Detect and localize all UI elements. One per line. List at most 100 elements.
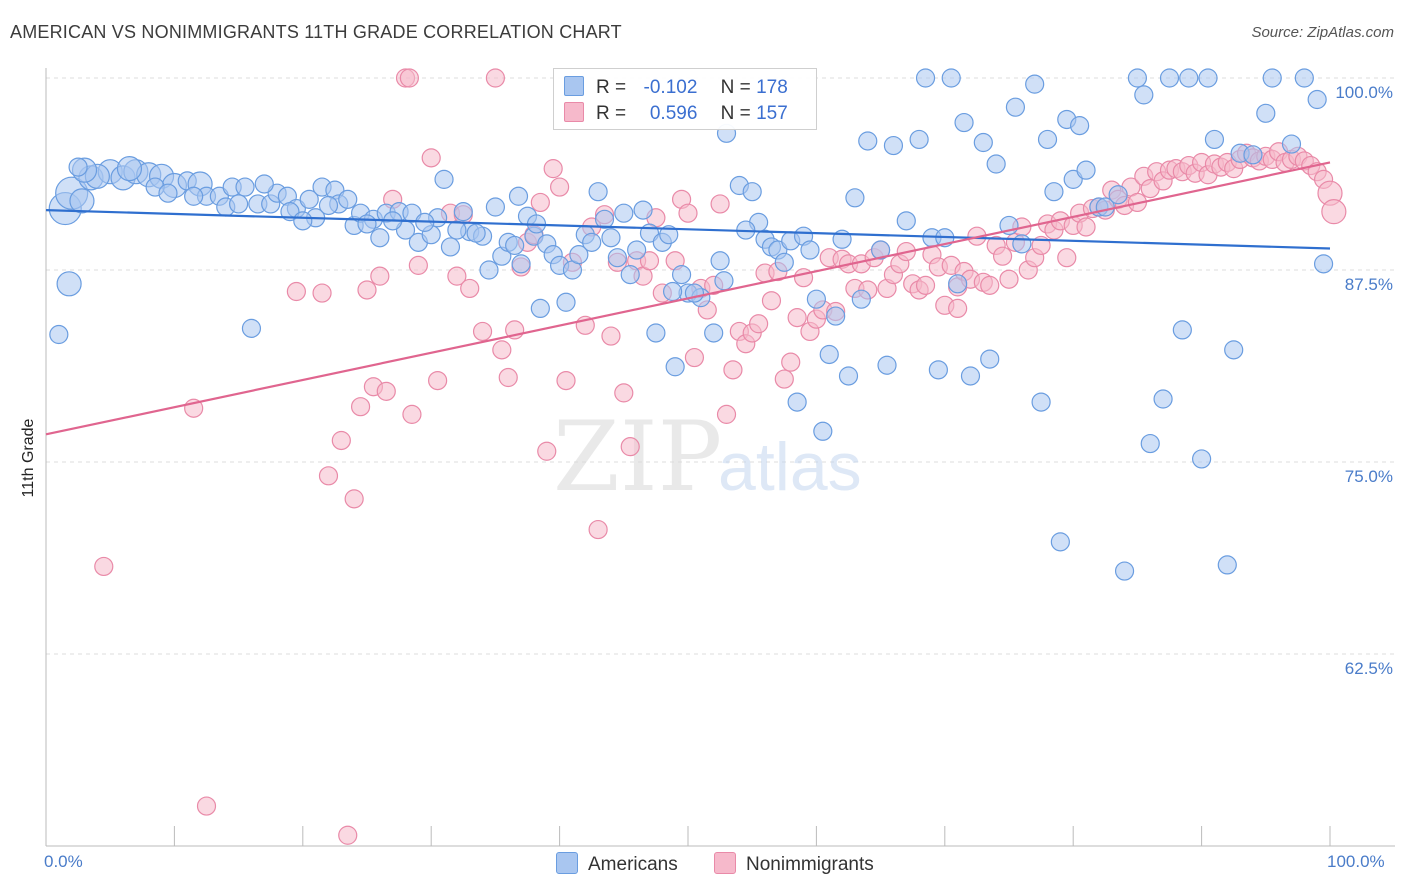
nonimmigrants-n-value: 157 xyxy=(756,103,788,124)
watermark-atlas: atlas xyxy=(718,429,862,505)
americans-point-85 xyxy=(813,421,833,441)
nonimmigrants-point-18 xyxy=(408,255,428,275)
americans-point-157 xyxy=(229,194,249,214)
americans-point-138 xyxy=(1262,68,1282,88)
americans-point-136 xyxy=(1243,145,1263,165)
nonimmigrants-point-2 xyxy=(196,796,217,816)
americans-point-105 xyxy=(980,349,1000,369)
americans-point-140 xyxy=(1294,68,1314,88)
nonimmigrants-point-116 xyxy=(1076,217,1096,237)
americans-point-76 xyxy=(742,182,762,202)
trend-lines xyxy=(45,161,1331,436)
americans-point-155 xyxy=(184,186,204,206)
americans-point-131 xyxy=(1198,68,1218,88)
americans-n-value: 178 xyxy=(756,77,788,98)
nonimmigrants-point-156 xyxy=(948,298,968,318)
americans-point-111 xyxy=(1031,392,1051,412)
americans-point-94 xyxy=(896,211,916,231)
americans-point-69 xyxy=(671,265,692,285)
nonimmigrants-point-17 xyxy=(402,404,422,424)
americans-point-91 xyxy=(870,240,891,260)
watermark-zip: ZIP xyxy=(553,401,722,513)
americans-point-172 xyxy=(714,271,734,291)
nonimmigrants-point-104 xyxy=(999,269,1019,289)
nonimmigrants-point-41 xyxy=(588,519,608,540)
americans-point-47 xyxy=(511,254,531,274)
americans-r-value: -0.102 xyxy=(643,77,698,98)
nonimmigrants-point-13 xyxy=(376,381,396,401)
americans-point-177 xyxy=(851,289,871,309)
americans-point-62 xyxy=(620,265,640,285)
nonimmigrants-point-22 xyxy=(447,266,467,286)
americans-point-164 xyxy=(466,223,486,243)
americans-legend-swatch xyxy=(556,852,578,874)
americans-point-90 xyxy=(858,131,878,151)
americans-point-58 xyxy=(588,182,608,202)
bottom-legend-nonimmigrants: Nonimmigrants xyxy=(714,852,874,876)
chart-title: AMERICAN VS NONIMMIGRANTS 11TH GRADE COR… xyxy=(10,22,622,42)
americans-point-144 xyxy=(254,174,274,194)
americans-point-167 xyxy=(569,245,589,265)
americans-point-142 xyxy=(1313,254,1334,274)
americans-point-25 xyxy=(338,189,358,209)
stats-legend: R = -0.102 N = 178 R = 0.596 N = 157 xyxy=(553,68,817,130)
y-tick-labels: 62.5% 75.0% 87.5% 100.0% xyxy=(1335,83,1393,678)
americans-point-72 xyxy=(704,323,724,343)
americans-point-110 xyxy=(1025,74,1045,94)
americans-point-158 xyxy=(293,211,313,231)
americans-point-67 xyxy=(659,225,679,245)
nonimmigrants-swatch xyxy=(564,102,584,122)
americans-point-57 xyxy=(582,232,602,252)
nonimmigrants-point-16 xyxy=(399,68,419,88)
nonimmigrants-point-5 xyxy=(318,466,339,486)
americans-point-98 xyxy=(928,360,948,380)
americans-point-170 xyxy=(662,281,683,302)
americans-point-159 xyxy=(318,195,339,216)
americans-point-175 xyxy=(800,240,820,260)
americans-point-112 xyxy=(1037,129,1058,150)
americans-point-152 xyxy=(116,156,143,182)
americans-point-130 xyxy=(1191,449,1212,469)
americans-point-122 xyxy=(1114,561,1135,581)
nonimmigrants-trend-line xyxy=(45,161,1331,436)
americans-point-88 xyxy=(838,366,859,386)
nonimmigrants-points xyxy=(94,68,1347,845)
americans-point-117 xyxy=(1070,116,1090,136)
americans-point-37 xyxy=(434,169,454,189)
nonimmigrants-point-67 xyxy=(761,291,782,311)
americans-point-163 xyxy=(447,220,467,240)
americans-point-82 xyxy=(787,392,807,412)
nonimmigrants-point-33 xyxy=(530,192,550,213)
legend-row-americans: R = -0.102 N = 178 xyxy=(564,76,788,100)
y-tick-label-2: 87.5% xyxy=(1345,275,1393,294)
nonimmigrants-legend-swatch xyxy=(714,852,736,874)
americans-point-63 xyxy=(633,200,653,220)
nonimmigrants-point-46 xyxy=(620,437,640,457)
americans-point-149 xyxy=(68,157,88,177)
nonimmigrants-point-49 xyxy=(639,251,660,271)
nonimmigrants-point-61 xyxy=(723,360,743,380)
americans-point-124 xyxy=(1134,85,1154,105)
americans-point-127 xyxy=(1159,68,1180,88)
nonimmigrants-point-8 xyxy=(344,489,364,509)
nonimmigrants-point-43 xyxy=(601,326,621,346)
nonimmigrants-point-20 xyxy=(428,370,448,391)
nonimmigrants-point-25 xyxy=(472,321,493,342)
nonimmigrants-point-113 xyxy=(1057,248,1077,268)
americans-point-126 xyxy=(1153,389,1173,409)
americans-point-50 xyxy=(530,298,550,318)
americans-point-154 xyxy=(158,183,178,203)
americans-point-121 xyxy=(1108,185,1128,205)
watermark: ZIP atlas xyxy=(553,401,862,513)
nonimmigrants-point-60 xyxy=(716,404,737,424)
y-axis-label: 11th Grade xyxy=(20,418,37,497)
americans-point-141 xyxy=(1307,89,1327,110)
americans-point-86 xyxy=(819,344,839,365)
nonimmigrants-point-12 xyxy=(370,266,390,286)
americans-point-123 xyxy=(1127,68,1148,88)
americans-point-84 xyxy=(806,289,827,309)
americans-point-59 xyxy=(594,209,615,229)
americans-point-113 xyxy=(1044,182,1064,202)
nonimmigrants-point-54 xyxy=(678,203,698,223)
source-label: Source: ZipAtlas.com xyxy=(1251,24,1394,41)
